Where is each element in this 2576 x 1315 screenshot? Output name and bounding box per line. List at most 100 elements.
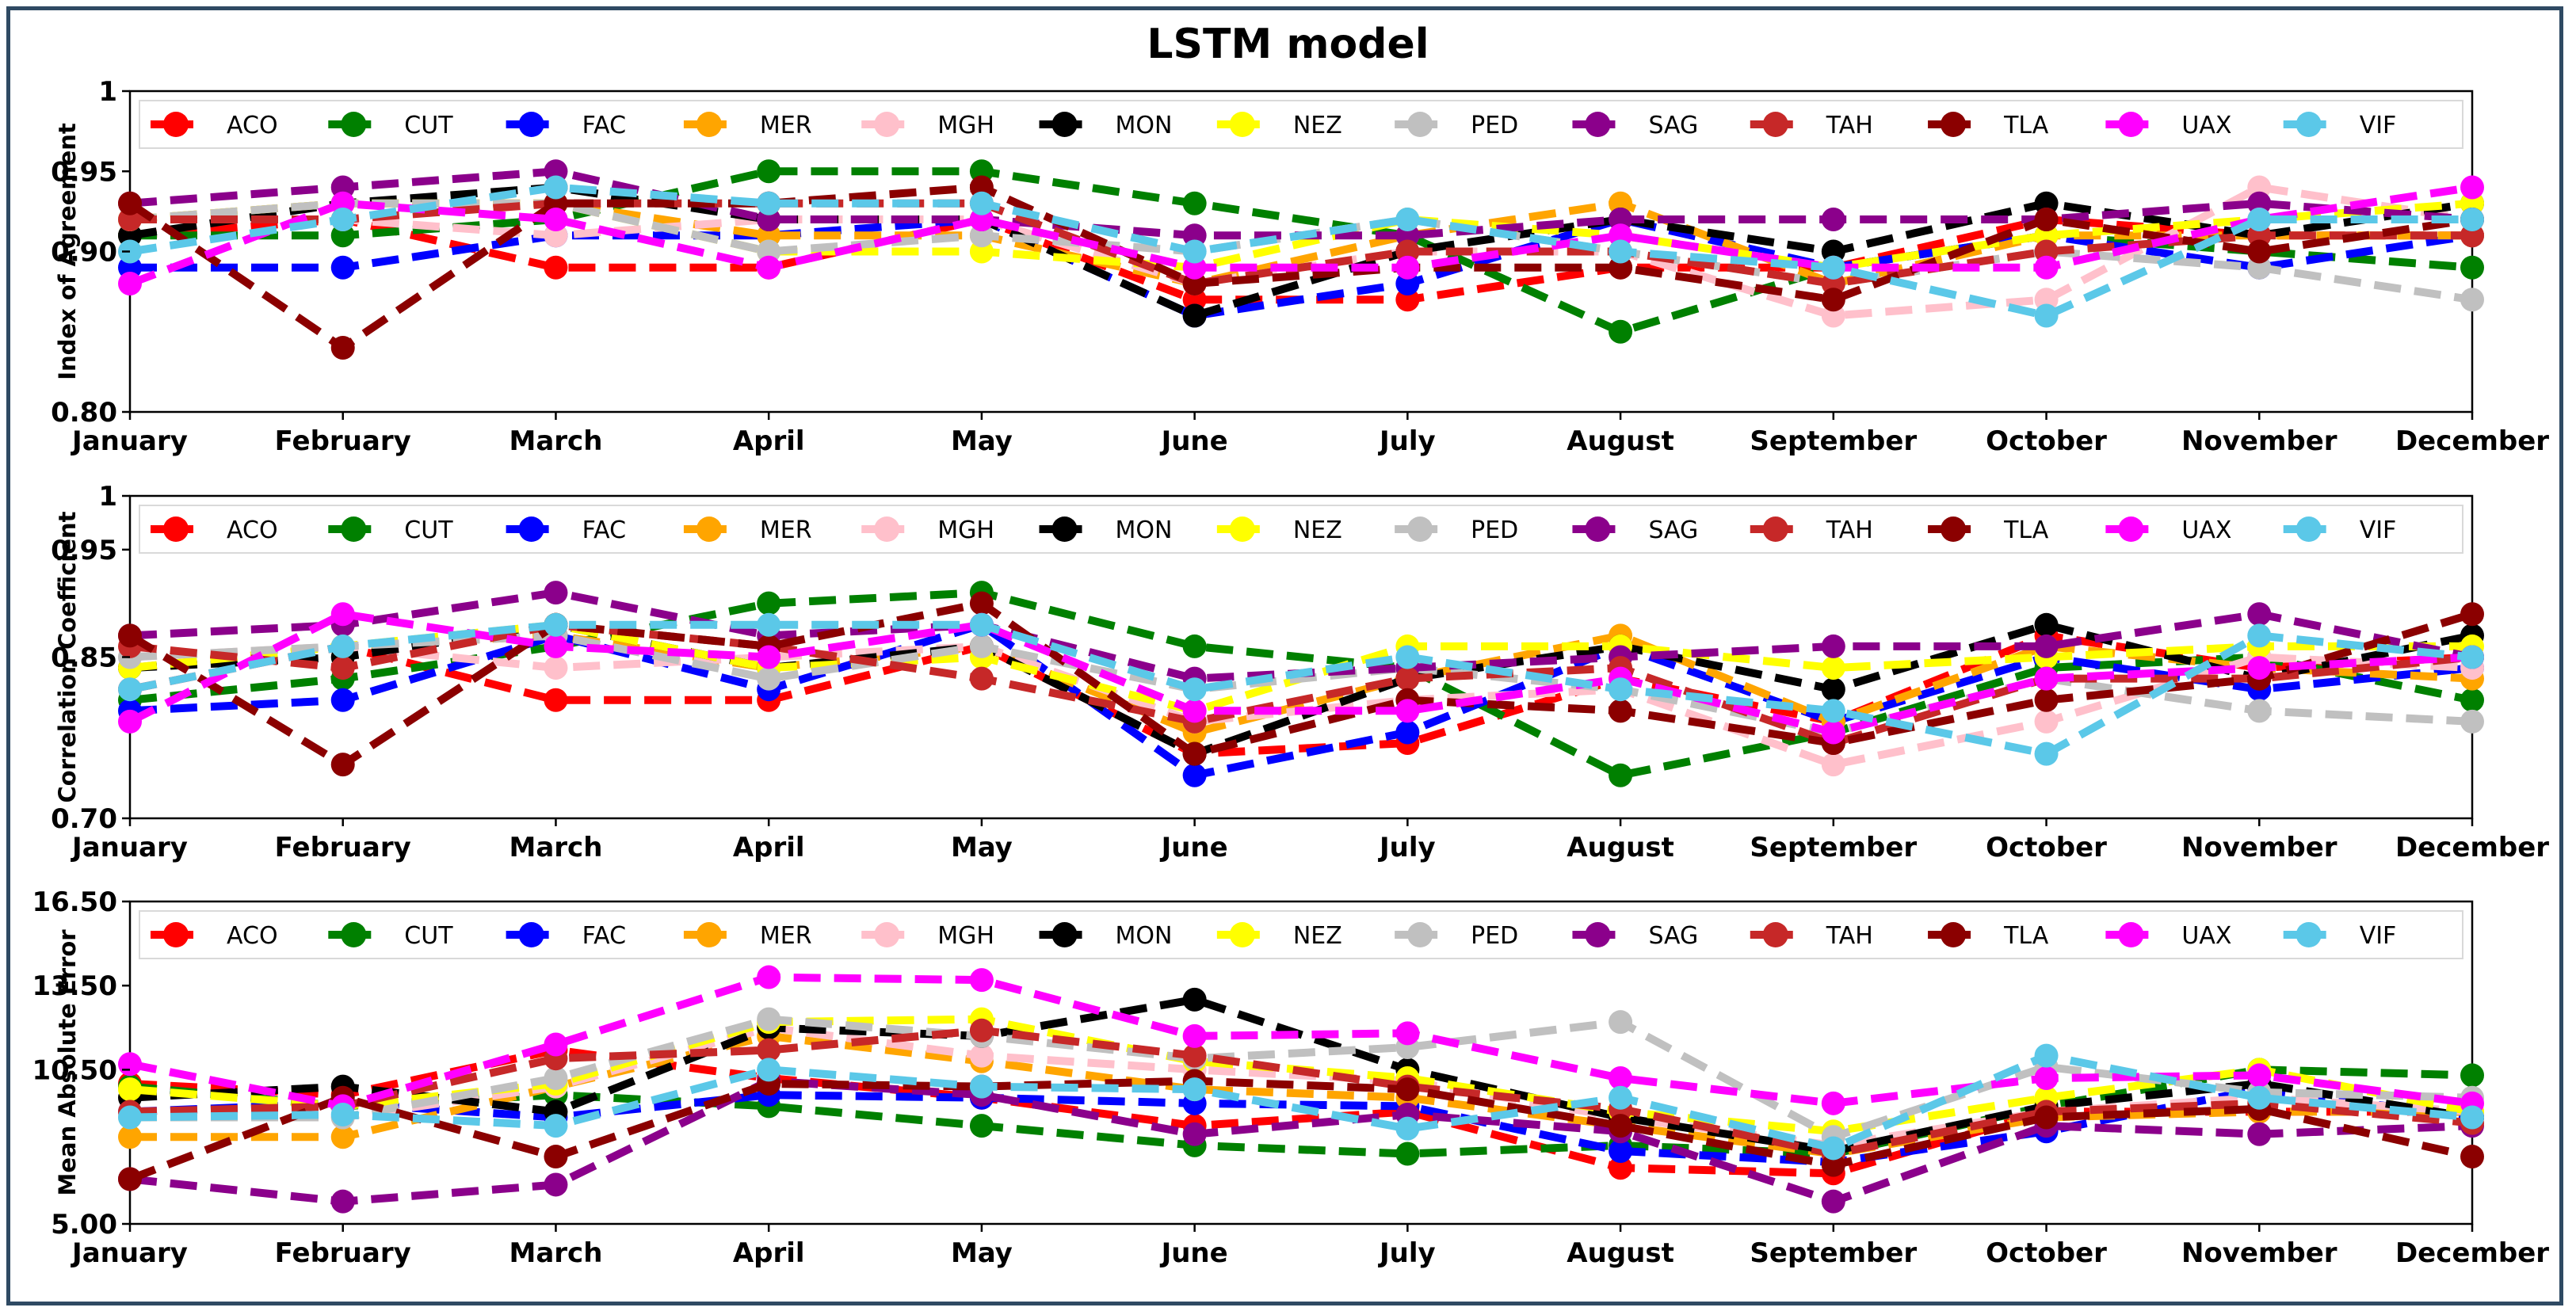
data-point <box>118 1125 142 1149</box>
legend-label: TLA <box>2003 922 2049 950</box>
legend-label: TAH <box>1826 516 1873 544</box>
legend-marker <box>2296 112 2322 137</box>
legend-label: PED <box>1471 922 1518 950</box>
legend-label: MER <box>760 516 812 544</box>
data-point <box>1821 753 1845 777</box>
data-point <box>118 191 142 215</box>
data-point <box>330 753 355 777</box>
data-point <box>969 612 994 637</box>
data-point <box>1182 1043 1207 1068</box>
legend-marker <box>341 516 367 542</box>
data-point <box>330 656 355 680</box>
y-tick-label: 0.90 <box>51 237 117 269</box>
panel-3: ACO CUT FAC MER MGH MON NEZ PED SAG TAH TLA UAX VIF 5… <box>32 886 2549 1269</box>
data-point <box>969 1043 994 1068</box>
data-point <box>1395 645 1420 669</box>
data-point <box>1395 208 1420 231</box>
y-tick-label: 1 <box>98 76 117 108</box>
series-line <box>129 631 2473 737</box>
series-line <box>129 620 2473 758</box>
data-point <box>544 634 568 658</box>
data-point <box>969 1074 994 1099</box>
legend-label: MON <box>1116 516 1173 544</box>
data-point <box>1821 656 1845 680</box>
series-line <box>130 1031 2472 1158</box>
y-axis-label: Mean Absolute Error <box>54 929 81 1196</box>
x-tick-label: July <box>1378 425 1436 457</box>
data-point <box>330 255 355 280</box>
data-point <box>544 1145 568 1169</box>
x-tick-label: March <box>509 1237 603 1269</box>
y-axis-label: Index of Agreement <box>54 123 81 380</box>
legend-label: MER <box>760 112 812 139</box>
x-tick-label: September <box>1750 425 1917 457</box>
legend-marker <box>2296 516 2322 542</box>
legend-marker <box>1585 112 1611 137</box>
data-point <box>544 208 568 231</box>
legend-item-tla: TLA <box>1928 516 2049 544</box>
legend-marker <box>2118 516 2144 542</box>
data-point <box>2247 1122 2272 1146</box>
legend-item-cut: CUT <box>328 516 453 544</box>
legend-marker <box>1229 922 1255 947</box>
legend-item-ped: PED <box>1395 112 1518 139</box>
y-tick-label: 0.85 <box>51 642 117 674</box>
data-point <box>1395 1116 1420 1141</box>
legend-label: CUT <box>404 112 453 139</box>
legend-marker <box>518 516 544 542</box>
legend-marker <box>1941 112 1967 137</box>
legend-item-tah: TAH <box>1750 922 1873 950</box>
series-line <box>129 199 2472 288</box>
legend-label: MER <box>760 922 812 950</box>
data-point <box>969 591 994 616</box>
data-point <box>969 1114 994 1138</box>
data-point <box>2034 1043 2059 1068</box>
series-vif <box>118 175 2484 328</box>
legend-label: TAH <box>1826 922 1873 950</box>
data-point <box>757 645 781 669</box>
series-line <box>129 1085 2473 1167</box>
data-point <box>757 191 781 215</box>
data-point <box>544 656 568 680</box>
legend-marker <box>1051 112 1078 137</box>
data-point <box>544 688 568 712</box>
legend-label: PED <box>1471 516 1518 544</box>
data-point <box>1821 634 1845 658</box>
legend-label: ACO <box>227 112 278 139</box>
legend-item-nez: NEZ <box>1216 516 1342 544</box>
legend-item-vif: VIF <box>2283 922 2396 950</box>
data-point <box>2247 1063 2272 1088</box>
legend-item-aco: ACO <box>151 112 278 139</box>
data-point <box>757 612 781 637</box>
legend-label: UAX <box>2181 516 2231 544</box>
data-point <box>1609 763 1633 787</box>
panel-2: ACO CUT FAC MER MGH MON NEZ PED SAG TAH TLA UAX VIF 0… <box>51 481 2549 863</box>
data-point <box>1395 666 1420 691</box>
x-tick-label: March <box>509 425 603 457</box>
legend-label: TLA <box>2003 112 2049 139</box>
legend-item-tla: TLA <box>1928 922 2049 950</box>
legend-item-fac: FAC <box>506 516 626 544</box>
data-point <box>330 336 355 360</box>
legend-item-sag: SAG <box>1572 516 1698 544</box>
data-point <box>2034 1065 2059 1090</box>
legend-label: UAX <box>2181 922 2231 950</box>
legend-marker <box>1051 922 1078 947</box>
data-point <box>757 666 781 691</box>
series-line <box>129 1051 2473 1153</box>
data-point <box>2034 208 2059 231</box>
data-point <box>969 666 994 691</box>
data-point <box>1609 319 1633 344</box>
data-point <box>1182 1077 1207 1102</box>
series-line <box>128 1077 2474 1184</box>
data-point <box>1182 239 1207 264</box>
series-vif <box>118 612 2484 766</box>
series-vif <box>118 1043 2484 1161</box>
legend-label: MON <box>1116 922 1173 950</box>
data-point <box>544 175 568 200</box>
legend-item-sag: SAG <box>1572 112 1698 139</box>
data-point <box>1395 1077 1420 1102</box>
legend-label: SAG <box>1648 516 1698 544</box>
figure-title: LSTM model <box>1147 21 1429 68</box>
x-tick-label: June <box>1160 1237 1228 1269</box>
